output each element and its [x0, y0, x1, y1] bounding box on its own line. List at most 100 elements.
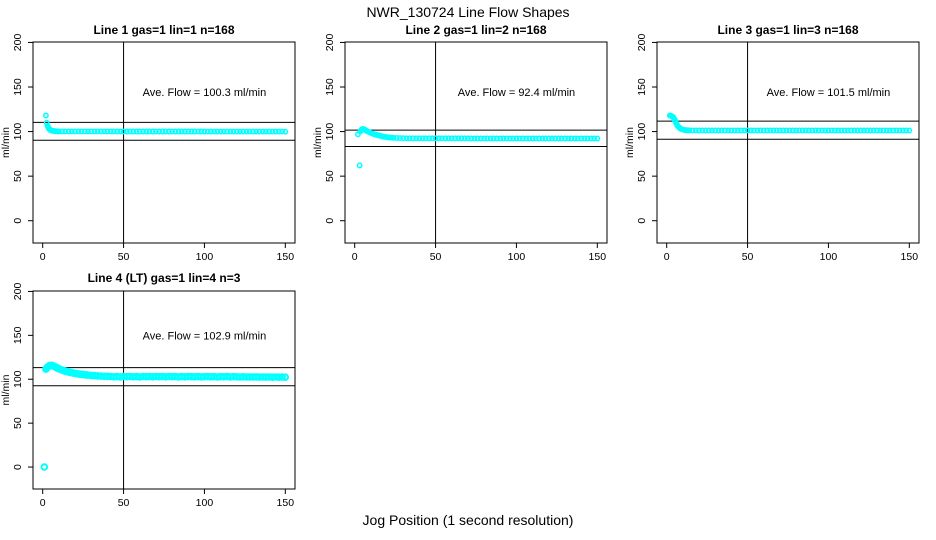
data-point: [886, 127, 893, 134]
data-point: [253, 128, 260, 135]
data-point: [198, 128, 205, 135]
data-point: [130, 128, 137, 135]
data-point: [870, 127, 877, 134]
data-point: [552, 135, 559, 142]
data-point: [494, 135, 500, 142]
y-tick-label: 0: [12, 464, 24, 470]
data-point: [793, 127, 800, 134]
flow-series-points: [354, 126, 601, 169]
data-point: [211, 128, 218, 135]
data-point: [279, 128, 286, 135]
data-point: [233, 128, 240, 135]
data-point: [152, 128, 159, 135]
data-point: [689, 127, 696, 134]
data-point: [725, 127, 732, 134]
data-point: [416, 135, 423, 142]
ave-flow-annotation: Ave. Flow = 100.3 ml/min: [143, 87, 267, 99]
data-point: [230, 128, 237, 135]
data-point: [140, 128, 146, 135]
data-point: [484, 135, 491, 142]
data-point: [864, 127, 871, 134]
x-axis-label: Jog Position (1 second resolution): [362, 512, 574, 528]
y-tick-label: 200: [12, 34, 24, 52]
data-point: [702, 127, 709, 134]
y-tick-label: 150: [12, 78, 24, 96]
data-point: [809, 127, 816, 134]
data-point: [262, 128, 269, 135]
y-tick-label: 0: [324, 218, 336, 224]
data-point: [715, 127, 722, 134]
data-point: [439, 135, 445, 142]
data-point: [403, 135, 410, 142]
data-point: [815, 127, 822, 134]
data-point: [477, 135, 484, 142]
data-point: [828, 127, 835, 134]
data-point: [120, 128, 127, 135]
data-point: [55, 128, 62, 135]
data-point: [776, 127, 783, 134]
data-point: [705, 127, 712, 134]
data-point: [94, 128, 101, 135]
data-point: [497, 135, 504, 142]
data-point: [883, 127, 890, 134]
data-point: [256, 128, 263, 135]
data-point: [841, 127, 848, 134]
plot-area: 0 50 100 150 0 50 100 150 200 ml/min Ave. Flow = 1…: [0, 283, 296, 509]
data-point: [281, 373, 290, 381]
data-point: [419, 135, 426, 142]
y-tick-label: 0: [636, 218, 648, 224]
data-point: [877, 127, 884, 134]
data-point: [848, 127, 855, 134]
x-tick-label: 100: [196, 251, 214, 263]
data-point: [757, 127, 764, 134]
data-point: [127, 128, 133, 135]
data-point: [88, 128, 95, 135]
flow-series-points: [40, 361, 290, 471]
plot-area: 0 50 100 150 0 50 100 150 200 ml/min Ave. Flow = 1…: [624, 34, 920, 263]
data-point: [773, 127, 780, 134]
data-point: [114, 128, 121, 135]
data-point: [861, 127, 867, 134]
data-point: [81, 128, 88, 135]
data-point: [62, 128, 69, 135]
data-point: [259, 128, 266, 135]
data-point: [266, 128, 273, 135]
data-point: [581, 135, 588, 142]
y-tick-label: 200: [324, 34, 336, 52]
data-point: [718, 127, 725, 134]
data-point: [490, 135, 497, 142]
data-point: [162, 128, 169, 135]
data-point: [568, 135, 575, 142]
data-point: [721, 127, 728, 134]
data-point: [101, 128, 108, 135]
data-point: [760, 127, 767, 134]
data-point: [149, 128, 156, 135]
data-point: [220, 128, 227, 135]
data-point: [43, 119, 50, 126]
y-tick-label: 150: [636, 78, 648, 96]
x-tick-label: 0: [40, 497, 46, 509]
data-point: [195, 128, 201, 135]
data-point: [747, 127, 754, 134]
data-point: [780, 127, 787, 134]
data-point: [156, 128, 163, 135]
data-point: [397, 135, 403, 142]
data-point: [393, 135, 400, 141]
data-point: [97, 128, 104, 135]
x-tick-label: 100: [196, 497, 214, 509]
ave-flow-annotation: Ave. Flow = 102.9 ml/min: [143, 331, 267, 343]
plot-area: 0 50 100 150 0 50 100 150 200 ml/min Ave. Flow = 9…: [312, 34, 608, 263]
data-point: [851, 127, 858, 134]
data-point: [217, 128, 224, 135]
data-point: [692, 127, 699, 134]
data-point: [269, 128, 276, 135]
y-tick-label: 50: [324, 170, 336, 182]
data-point: [117, 128, 124, 135]
y-axis-label: ml/min: [0, 374, 12, 405]
data-point: [91, 128, 98, 135]
data-point: [72, 128, 78, 135]
data-point: [516, 135, 523, 142]
data-point: [734, 127, 741, 134]
data-point: [738, 127, 745, 134]
data-point: [136, 128, 143, 135]
